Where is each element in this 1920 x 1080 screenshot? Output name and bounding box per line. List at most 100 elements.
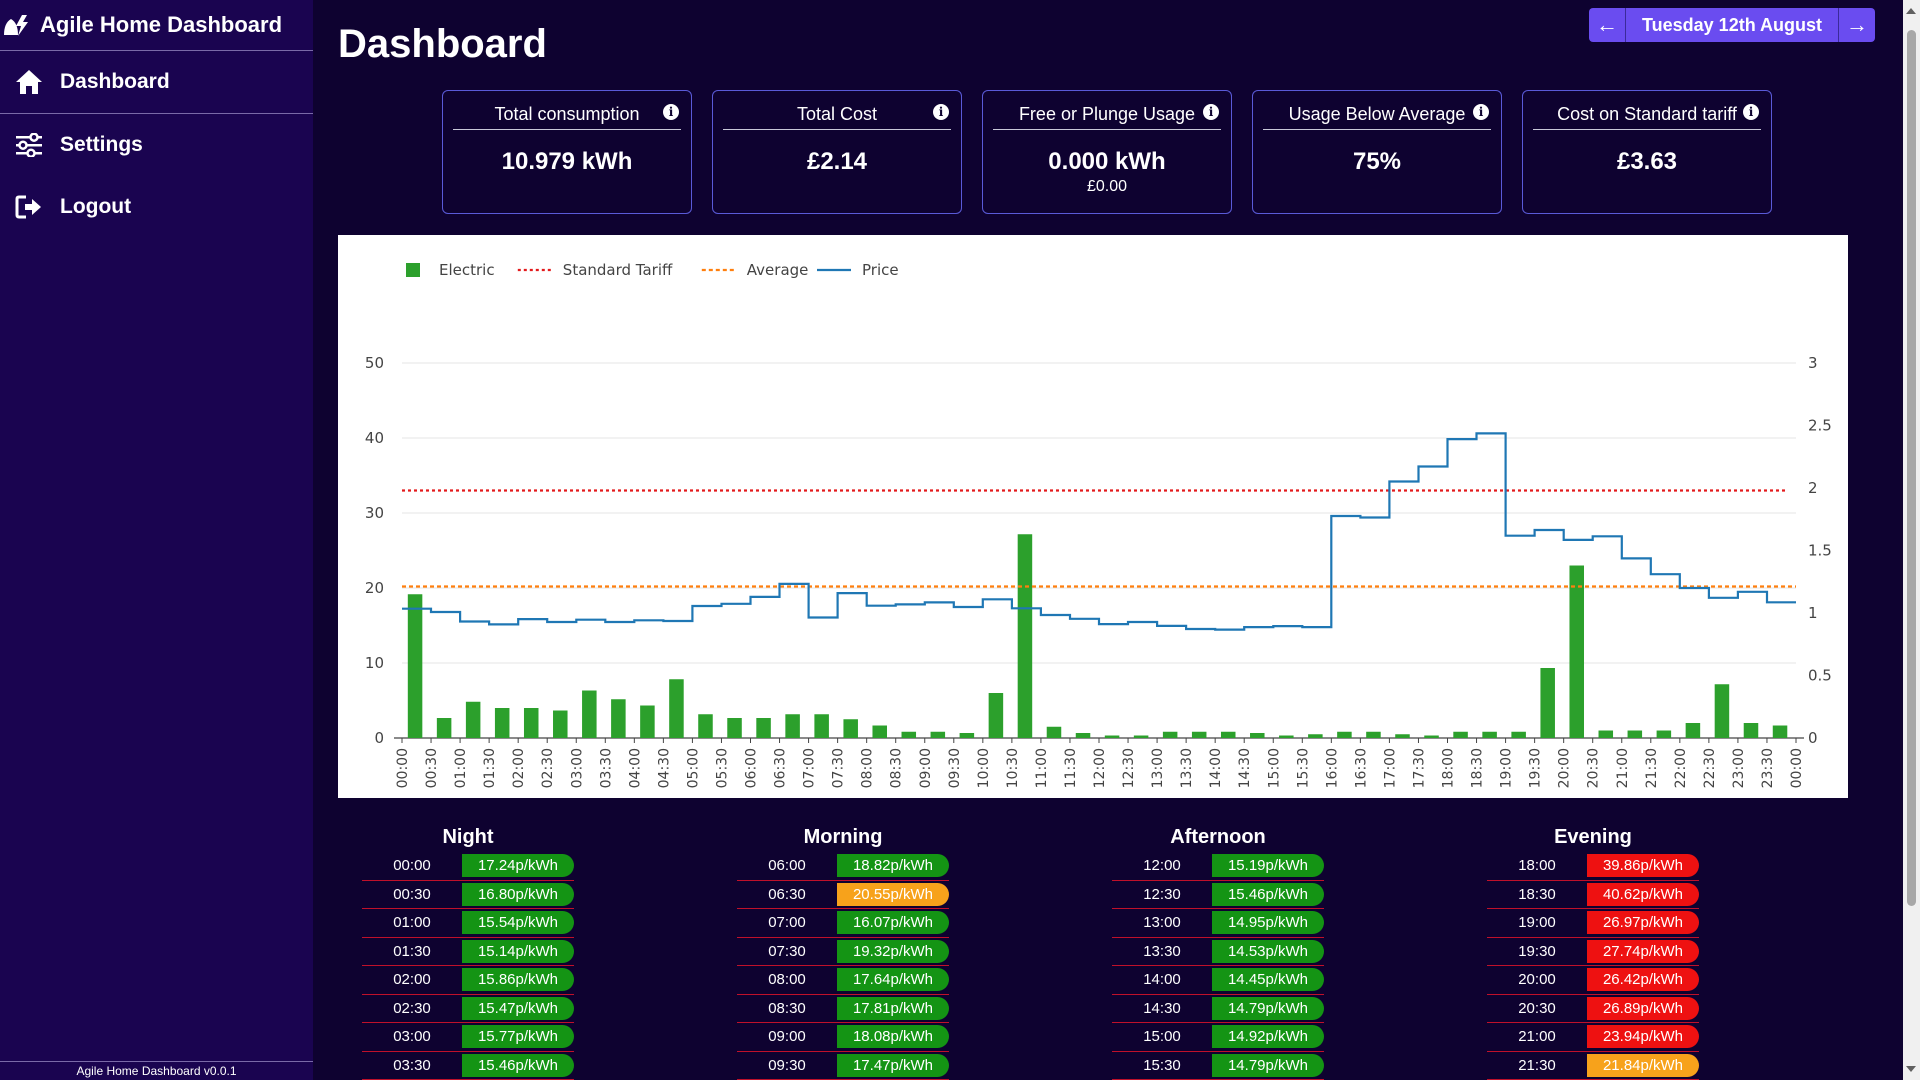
x-tick-label: 17:00 <box>1382 748 1398 788</box>
slot-time: 19:00 <box>1518 914 1556 932</box>
slot-price-red: 39.86p/kWh <box>1587 854 1699 878</box>
price-row: 08:00 17.64p/kWh <box>737 966 949 995</box>
card-title: Total consumption <box>494 103 640 124</box>
sidebar-item-dashboard[interactable]: Dashboard <box>0 51 313 114</box>
electric-bar <box>698 714 713 738</box>
x-tick-label: 22:30 <box>1702 748 1718 788</box>
info-icon[interactable]: i <box>1743 104 1759 120</box>
slot-time: 14:30 <box>1143 999 1181 1017</box>
logo-icon <box>4 15 28 36</box>
x-tick-label: 03:30 <box>598 748 614 788</box>
slot-price-orange: 21.84p/kWh <box>1587 1053 1699 1077</box>
scrollbar[interactable] <box>1903 0 1920 1080</box>
card-title: Usage Below Average <box>1288 103 1466 124</box>
slot-time: 06:00 <box>768 857 806 875</box>
card-total-consumption: Total consumption i 10.979 kWh <box>442 90 692 214</box>
slot-time: 18:00 <box>1518 857 1556 875</box>
slot-price-green: 14.53p/kWh <box>1212 939 1324 963</box>
slot-price-green: 15.19p/kWh <box>1212 854 1324 878</box>
x-tick-label: 21:00 <box>1615 748 1631 788</box>
slot-time: 03:00 <box>393 1028 431 1046</box>
x-tick-label: 10:00 <box>976 748 992 788</box>
card-total-cost: Total Cost i £2.14 <box>712 90 962 214</box>
slot-price-green: 16.07p/kWh <box>837 911 949 935</box>
scroll-up-arrow[interactable] <box>1906 8 1916 14</box>
price-row: 19:30 27.74p/kWh <box>1487 938 1699 966</box>
prev-day-button[interactable]: ← <box>1596 12 1618 37</box>
y-left-tick-label: 30 <box>365 504 384 522</box>
x-tick-label: 15:00 <box>1266 748 1282 788</box>
scroll-down-arrow[interactable] <box>1906 1066 1916 1072</box>
price-row: 13:30 14.53p/kWh <box>1112 938 1324 966</box>
slot-price-green: 16.80p/kWh <box>462 882 574 906</box>
x-tick-label: 06:30 <box>773 748 789 788</box>
slot-price-red: 26.42p/kWh <box>1587 968 1699 992</box>
scrollbar-thumb[interactable] <box>1907 30 1916 906</box>
slot-time: 00:00 <box>393 857 431 875</box>
slot-price-green: 17.64p/kWh <box>837 968 949 992</box>
slot-price-red: 40.62p/kWh <box>1587 882 1699 906</box>
sidebar-item-logout[interactable]: Logout <box>0 176 313 238</box>
electric-bar <box>727 718 742 738</box>
info-icon[interactable]: i <box>663 104 679 120</box>
electric-bar <box>669 679 684 738</box>
x-tick-label: 21:30 <box>1644 748 1660 788</box>
slot-time: 13:00 <box>1143 914 1181 932</box>
version-footer: Agile Home Dashboard v0.0.1 <box>0 1061 313 1080</box>
x-tick-label: 18:30 <box>1470 748 1486 788</box>
price-row: 03:30 15.46p/kWh <box>362 1052 574 1080</box>
slot-price-red: 26.89p/kWh <box>1587 996 1699 1020</box>
x-tick-label: 15:30 <box>1295 748 1311 788</box>
chart-svg: 0 10 20 30 40 50 0 0.5 1 1.5 2 2.5 3 00:00 00:30 01:00 0… <box>365 261 1832 788</box>
slot-price-green: 14.79p/kWh <box>1212 996 1324 1020</box>
price-row: 02:30 15.47p/kWh <box>362 995 574 1023</box>
electric-bar <box>1714 684 1730 738</box>
electric-bar <box>1337 731 1352 738</box>
info-icon[interactable]: i <box>1473 104 1489 120</box>
next-day-button[interactable]: → <box>1846 12 1868 37</box>
period-title: Night <box>442 826 494 848</box>
x-tick-label: 07:30 <box>831 748 847 788</box>
price-row: 01:30 15.14p/kWh <box>362 938 574 966</box>
x-tick-label: 11:30 <box>1063 748 1079 788</box>
electric-bar <box>1104 735 1120 738</box>
x-tick-label: 16:30 <box>1353 748 1369 788</box>
electric-bar <box>465 701 481 738</box>
electric-bar <box>814 714 829 738</box>
slot-price-green: 15.14p/kWh <box>462 939 574 963</box>
electric-bar <box>523 708 539 738</box>
slot-price-green: 17.47p/kWh <box>837 1053 949 1077</box>
x-tick-label: 13:00 <box>1150 748 1166 788</box>
card-value: £3.63 <box>1616 148 1678 175</box>
slot-time: 08:30 <box>768 999 806 1017</box>
price-row: 20:30 26.89p/kWh <box>1487 995 1699 1023</box>
price-row: 07:30 19.32p/kWh <box>737 938 949 966</box>
electric-bar <box>1308 734 1323 738</box>
y-right-tick-label: 3 <box>1808 354 1818 372</box>
x-tick-label: 19:30 <box>1528 748 1544 788</box>
period-morning: Morning 06:00 18.82p/kWh 06:30 20.55p/kWh 07:… <box>737 826 949 1080</box>
slot-time: 13:30 <box>1143 942 1181 960</box>
electric-bar <box>1772 725 1788 738</box>
x-tick-label: 01:30 <box>482 748 498 788</box>
slot-price-green: 14.45p/kWh <box>1212 968 1324 992</box>
x-tick-label: 12:30 <box>1121 748 1137 788</box>
legend-label: Average <box>747 261 809 279</box>
card-value: £2.14 <box>806 148 868 175</box>
electric-bar <box>1075 733 1091 738</box>
x-tick-label: 14:00 <box>1208 748 1224 788</box>
sidebar-item-settings[interactable]: Settings <box>0 114 313 176</box>
slot-time: 14:00 <box>1143 971 1181 989</box>
card-subvalue: £0.00 <box>1086 178 1128 195</box>
slot-price-green: 15.77p/kWh <box>462 1025 574 1049</box>
x-tick-label: 05:00 <box>685 748 701 788</box>
info-icon[interactable]: i <box>1203 104 1219 120</box>
sliders-icon <box>12 128 46 162</box>
info-icon[interactable]: i <box>933 104 949 120</box>
x-tick-label: 22:00 <box>1673 748 1689 788</box>
period-evening: Evening 18:00 39.86p/kWh 18:30 40.62p/kWh 19:… <box>1487 826 1699 1080</box>
legend-label: Electric <box>439 261 495 279</box>
y-right-tick-label: 0.5 <box>1808 667 1832 685</box>
price-row: 21:00 23.94p/kWh <box>1487 1023 1699 1052</box>
electric-bar <box>959 733 975 738</box>
